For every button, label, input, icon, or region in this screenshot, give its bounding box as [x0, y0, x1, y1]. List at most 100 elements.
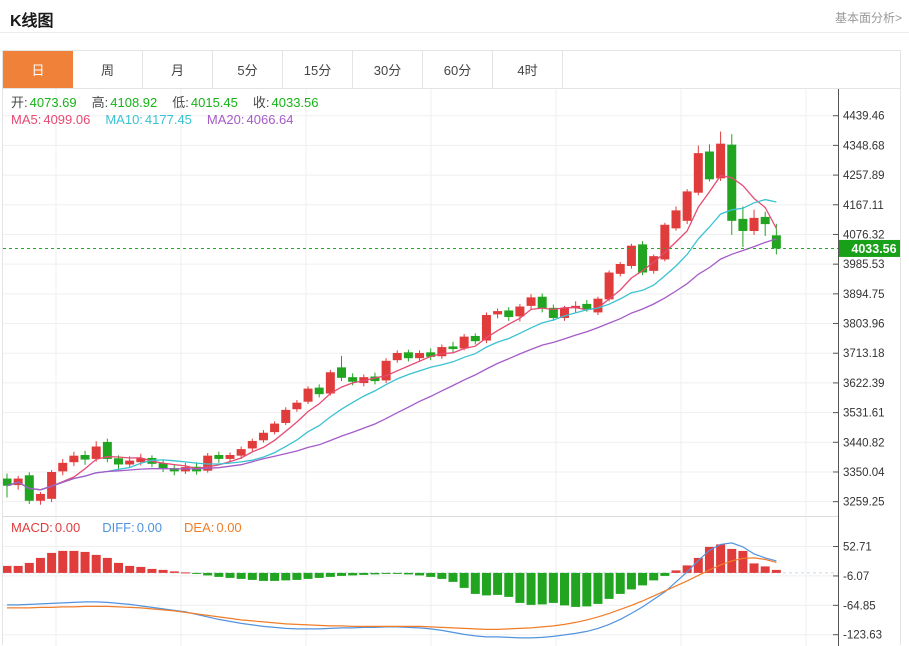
tab-日[interactable]: 日	[3, 51, 73, 88]
ohlc-legend-item: 收: 4033.56	[253, 92, 319, 111]
candle-body	[615, 264, 625, 274]
candle-body	[437, 347, 447, 357]
macd-bar	[125, 565, 135, 573]
candle-body	[537, 296, 547, 309]
macd-bar	[749, 563, 759, 573]
macd-bar	[604, 572, 614, 599]
y-axis-label: 3985.53	[843, 259, 885, 271]
tab-周[interactable]: 周	[73, 51, 143, 88]
macd-bar	[270, 572, 280, 581]
candle-body	[459, 336, 469, 349]
y-axis-label: 3713.18	[843, 348, 885, 360]
candle-body	[169, 468, 179, 472]
legend-label: MACD:	[11, 520, 53, 535]
macd-bar	[582, 572, 592, 607]
ma-legend-item: MA20: 4066.64	[207, 112, 294, 127]
legend-label: 低:	[172, 95, 189, 110]
candle-body	[504, 310, 514, 317]
tab-30分[interactable]: 30分	[353, 51, 423, 88]
legend-value: 0.00	[54, 520, 81, 535]
candle-body	[91, 446, 101, 459]
macd-bar	[325, 572, 335, 577]
macd-bar	[114, 562, 123, 573]
macd-bar	[214, 572, 224, 577]
current-price-badge	[839, 239, 900, 257]
fundamental-analysis-link[interactable]: 基本面分析>	[834, 11, 902, 25]
macd-bar	[415, 572, 425, 576]
macd-bar	[716, 544, 726, 573]
tab-月[interactable]: 月	[143, 51, 213, 88]
ohlc-legend-item: 开: 4073.69	[11, 92, 77, 111]
ohlc-legend-item: 低: 4015.45	[172, 92, 238, 111]
candle-body	[303, 388, 313, 402]
y-axis-label: 3350.04	[843, 467, 885, 479]
legend-value: 4099.06	[43, 112, 91, 127]
ohlc-legend: 开: 4073.69 高: 4108.92 低: 4015.45 收: 4033.56	[11, 92, 319, 111]
candle-body	[470, 335, 480, 342]
y-axis-label: 4348.68	[843, 140, 885, 152]
y-axis-label: 3259.25	[843, 497, 885, 509]
macd-bar	[682, 565, 692, 573]
candle-body	[671, 210, 681, 229]
candle-body	[35, 493, 45, 501]
macd-bar	[314, 572, 324, 578]
macd-bar	[3, 565, 12, 573]
candle-body	[258, 432, 268, 441]
macd-bar	[337, 572, 346, 576]
candle-body	[69, 455, 79, 463]
legend-label: 收:	[252, 95, 270, 110]
legend-value: 4015.45	[190, 95, 238, 110]
macd-bar	[571, 572, 581, 607]
macd-bar	[760, 566, 770, 573]
candle-body	[415, 352, 425, 359]
candle-body	[236, 449, 246, 456]
ma-legend-item: MA10: 4177.45	[105, 112, 192, 127]
tab-15分[interactable]: 15分	[283, 51, 353, 88]
y-axis-label: 3622.39	[843, 378, 885, 390]
macd-bar	[671, 570, 681, 573]
legend-value: 4033.56	[271, 95, 319, 110]
y-axis-label: 4076.32	[843, 229, 885, 241]
candle-body	[760, 216, 770, 225]
tab-5分[interactable]: 5分	[213, 51, 283, 88]
tab-4时[interactable]: 4时	[493, 51, 563, 88]
axis-labels: 4439.46 4348.68 4257.89 4167.11 4076.32 3985.…	[833, 111, 885, 642]
grid-lines	[3, 89, 838, 646]
macd-bar	[69, 550, 79, 573]
y-axis-label: 3894.75	[843, 289, 885, 301]
candle-body	[660, 224, 670, 260]
legend-value: 0.00	[136, 520, 163, 535]
macd-bar	[615, 572, 625, 594]
tab-60分[interactable]: 60分	[423, 51, 493, 88]
macd-bar	[626, 572, 636, 590]
legend-value: 4066.64	[246, 112, 294, 127]
y-axis-label: 4257.89	[843, 170, 885, 182]
macd-legend-item: DIFF: 0.00	[102, 520, 162, 535]
legend-value: 4108.92	[110, 95, 158, 110]
page-title: K线图	[10, 13, 54, 30]
y-axis-label: 3531.61	[843, 408, 885, 420]
candle-body	[604, 272, 614, 300]
macd-bar	[426, 572, 436, 577]
macd-bar	[13, 565, 23, 573]
dea-line	[7, 557, 777, 631]
macd-bar	[638, 572, 648, 586]
candle-body	[593, 298, 603, 313]
candlestick-chart[interactable]: 4439.46 4348.68 4257.89 4167.11 4076.32 3985.…	[3, 89, 900, 646]
macd-axis-label: 52.71	[843, 542, 872, 554]
legend-label: DEA:	[184, 520, 215, 535]
macd-bar	[704, 546, 714, 573]
legend-label: DIFF:	[102, 520, 135, 535]
macd-bar	[660, 572, 670, 576]
candle-body	[158, 463, 168, 469]
y-axis-label: 3803.96	[843, 319, 885, 331]
macd-bar	[448, 572, 458, 582]
candle-body	[247, 440, 257, 449]
candle-body	[392, 352, 402, 361]
candle-body	[571, 305, 581, 308]
ma-legend-item: MA5: 4099.06	[11, 112, 90, 127]
macd-bar	[649, 572, 659, 581]
legend-value: 0.00	[216, 520, 242, 535]
candle-body	[638, 244, 648, 273]
macd-bar	[560, 572, 569, 606]
